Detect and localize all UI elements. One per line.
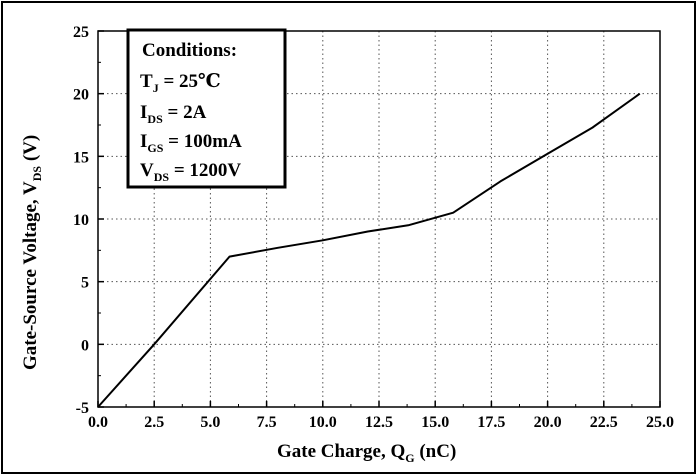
- x-tick-label: 17.5: [477, 414, 505, 431]
- conditions-box-border: [126, 28, 287, 189]
- x-tick-label: 10.0: [309, 414, 337, 431]
- y-tick-label: 10: [73, 212, 89, 229]
- y-tick-label: 15: [73, 149, 89, 166]
- x-tick-label: 0.0: [88, 414, 108, 431]
- condition-ids: IDS = 2A: [140, 102, 207, 126]
- x-tick-label: 22.5: [590, 414, 618, 431]
- conditions-box: Conditions: TJ = 25℃ IDS = 2A IGS = 100m…: [126, 28, 287, 189]
- condition-tj: TJ = 25℃: [140, 71, 221, 95]
- y-tick-label: 5: [81, 275, 89, 292]
- condition-igs: IGS = 100mA: [140, 131, 242, 155]
- axis-ticks: [97, 30, 661, 408]
- y-tick-label: 25: [73, 24, 89, 41]
- x-tick-label: 12.5: [365, 414, 393, 431]
- x-tick-label: 2.5: [144, 414, 164, 431]
- y-tick-label: 20: [73, 87, 89, 104]
- x-tick-label: 20.0: [534, 414, 562, 431]
- x-axis-title: Gate Charge, QG (nC): [277, 441, 456, 465]
- x-tick-label: 5.0: [200, 414, 220, 431]
- y-axis-title: Gate-Source Voltage, VDS (V): [20, 135, 44, 370]
- y-tick-label: -5: [76, 400, 89, 417]
- tick-labels: 0.0 2.5 5.0 7.5 10.0 12.5 15.0 17.5 20.0 22.5 25.0…: [73, 24, 674, 431]
- x-tick-label: 15.0: [421, 414, 449, 431]
- x-tick-label: 25.0: [646, 414, 674, 431]
- y-tick-label: 0: [81, 337, 89, 354]
- series-group: [97, 92, 641, 408]
- grid: [98, 31, 660, 407]
- x-tick-label: 7.5: [257, 414, 277, 431]
- conditions-title: Conditions:: [142, 40, 237, 61]
- series-line: [97, 92, 641, 408]
- plot-area-border: [97, 30, 661, 408]
- condition-vds: VDS = 1200V: [140, 160, 241, 184]
